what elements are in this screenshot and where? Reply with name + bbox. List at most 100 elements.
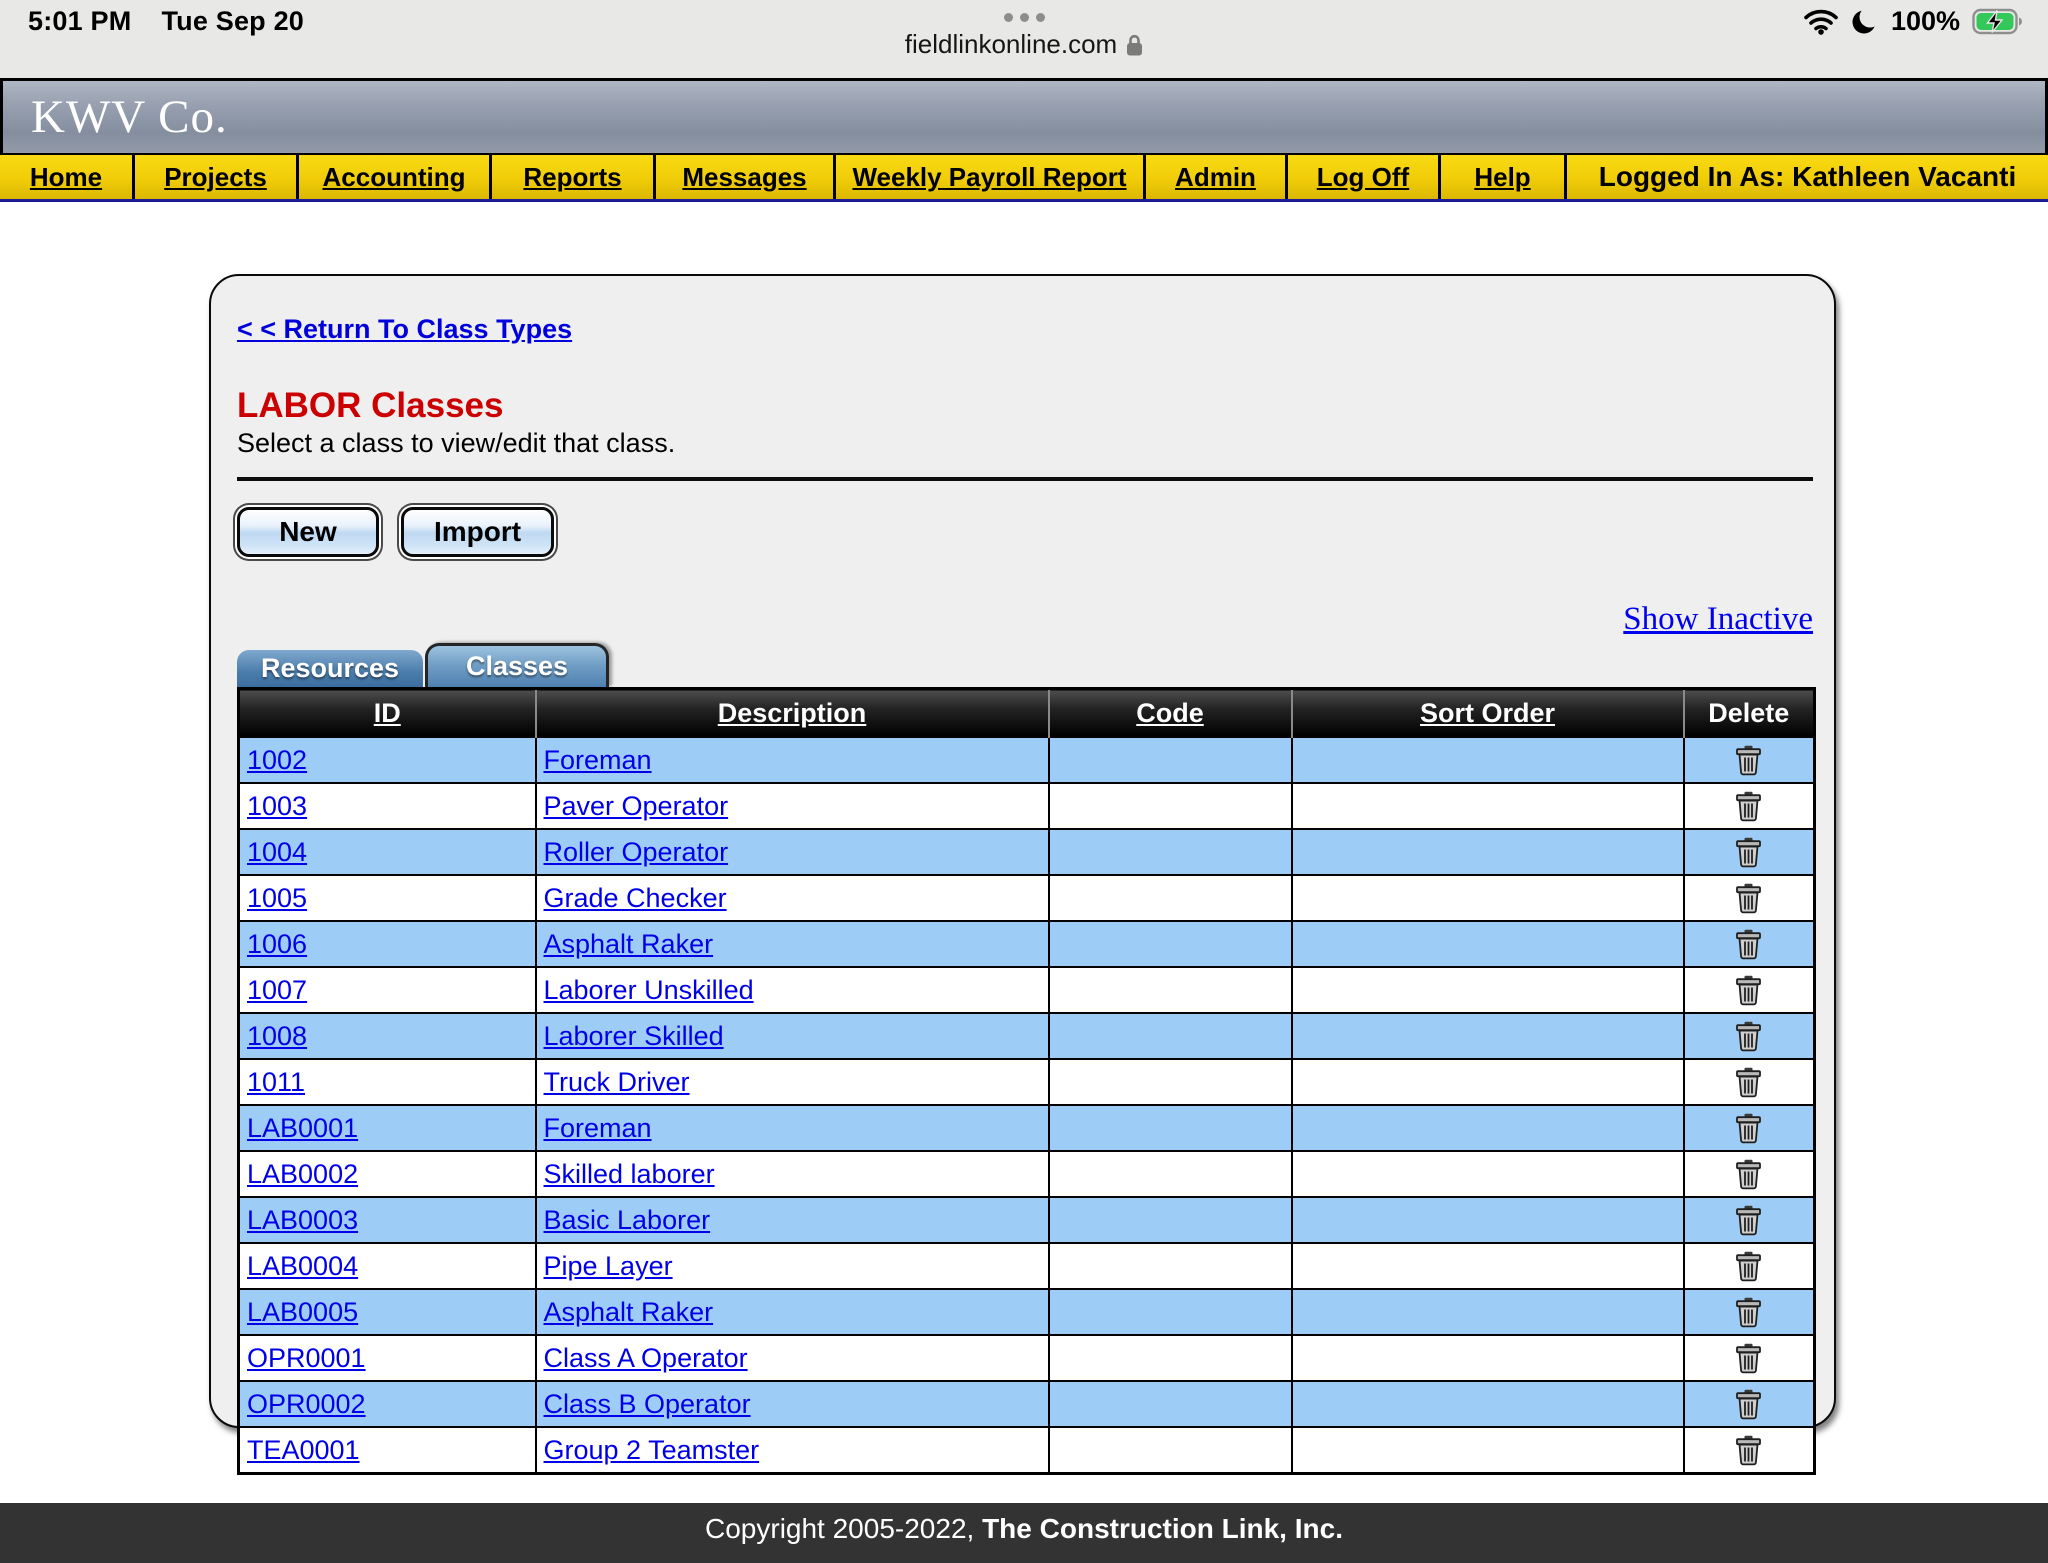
class-id-link[interactable]: LAB0002 [247, 1158, 359, 1189]
footer: Copyright 2005-2022, The Construction Li… [0, 1503, 2048, 1563]
import-button[interactable]: Import [401, 507, 555, 557]
logged-in-as: Logged In As: Kathleen Vacanti [1598, 161, 2017, 192]
trash-icon[interactable] [1735, 1343, 1762, 1374]
table-row: LAB0003 Basic Laborer [237, 1196, 1816, 1244]
trash-icon[interactable] [1735, 929, 1762, 960]
sort-order-cell [1290, 1196, 1685, 1244]
class-id-link[interactable]: TEA0001 [247, 1434, 360, 1465]
class-description-link[interactable]: Laborer Unskilled [543, 974, 754, 1005]
trash-icon[interactable] [1735, 1297, 1762, 1328]
tab-classes[interactable]: Classes [425, 643, 609, 687]
trash-icon[interactable] [1735, 1067, 1762, 1098]
class-description-link[interactable]: Paver Operator [543, 790, 729, 821]
trash-icon[interactable] [1735, 1113, 1762, 1144]
delete-cell [1682, 1012, 1816, 1060]
delete-cell [1682, 736, 1816, 784]
id-cell: 1006 [237, 920, 537, 968]
lock-icon [1126, 33, 1143, 57]
class-id-link[interactable]: 1004 [247, 836, 308, 867]
sort-order-cell [1290, 966, 1685, 1014]
class-id-link[interactable]: 1002 [247, 744, 308, 775]
company-name: KWV Co. [31, 91, 228, 143]
class-description-link[interactable]: Foreman [543, 744, 652, 775]
col-header-description[interactable]: Description [534, 688, 1049, 737]
class-description-link[interactable]: Grade Checker [543, 882, 727, 913]
code-cell [1047, 1104, 1293, 1152]
main-nav: Home Projects Accounting Reports Messages Wee… [0, 153, 2048, 204]
nav-item-accounting[interactable]: Accounting [299, 155, 492, 199]
divider [237, 477, 1813, 481]
class-id-link[interactable]: LAB0005 [247, 1296, 359, 1327]
class-description-link[interactable]: Class B Operator [543, 1388, 751, 1419]
nav-item-projects[interactable]: Projects [135, 155, 299, 199]
copyright-company: The Construction Link, Inc. [982, 1513, 1343, 1544]
new-button[interactable]: New [237, 507, 379, 557]
more-dots-icon[interactable] [0, 13, 2048, 22]
trash-icon[interactable] [1735, 1251, 1762, 1282]
class-description-link[interactable]: Asphalt Raker [543, 1296, 714, 1327]
class-description-link[interactable]: Roller Operator [543, 836, 729, 867]
class-description-link[interactable]: Asphalt Raker [543, 928, 714, 959]
id-cell: LAB0004 [237, 1242, 537, 1290]
nav-item-admin[interactable]: Admin [1146, 155, 1288, 199]
class-id-link[interactable]: 1007 [247, 974, 308, 1005]
delete-cell [1682, 1380, 1816, 1428]
class-description-link[interactable]: Basic Laborer [543, 1204, 711, 1235]
class-id-link[interactable]: 1011 [247, 1066, 306, 1097]
delete-cell [1682, 874, 1816, 922]
trash-icon[interactable] [1735, 1435, 1762, 1466]
nav-item-messages[interactable]: Messages [656, 155, 836, 199]
class-id-link[interactable]: LAB0003 [247, 1204, 359, 1235]
delete-cell [1682, 920, 1816, 968]
battery-percent: 100% [1890, 6, 1960, 36]
class-id-link[interactable]: LAB0004 [247, 1250, 359, 1281]
code-cell [1047, 874, 1293, 922]
code-cell [1047, 736, 1293, 784]
class-description-link[interactable]: Pipe Layer [543, 1250, 673, 1281]
class-description-link[interactable]: Foreman [543, 1112, 652, 1143]
class-description-link[interactable]: Skilled laborer [543, 1158, 715, 1189]
code-cell [1047, 1012, 1293, 1060]
trash-icon[interactable] [1735, 883, 1762, 914]
nav-item-log-off[interactable]: Log Off [1288, 155, 1441, 199]
show-inactive-link[interactable]: Show Inactive [1623, 601, 1813, 637]
trash-icon[interactable] [1735, 1205, 1762, 1236]
trash-icon[interactable] [1735, 745, 1762, 776]
delete-cell [1682, 1242, 1816, 1290]
nav-item-weekly-payroll-report[interactable]: Weekly Payroll Report [836, 155, 1146, 199]
class-id-link[interactable]: 1003 [247, 790, 308, 821]
class-id-link[interactable]: LAB0001 [247, 1112, 359, 1143]
class-id-link[interactable]: 1005 [247, 882, 308, 913]
nav-item-help[interactable]: Help [1441, 155, 1567, 199]
nav-item-home[interactable]: Home [0, 155, 135, 199]
trash-icon[interactable] [1735, 1389, 1762, 1420]
nav-item-reports[interactable]: Reports [492, 155, 656, 199]
class-id-link[interactable]: 1006 [247, 928, 308, 959]
clock: 5:01 PM [28, 6, 132, 36]
class-id-link[interactable]: 1008 [247, 1020, 308, 1051]
address-bar[interactable]: fieldlinkonline.com [0, 29, 2048, 60]
class-id-link[interactable]: OPR0002 [247, 1388, 366, 1419]
trash-icon[interactable] [1735, 1159, 1762, 1190]
return-to-class-types-link[interactable]: < < Return To Class Types [237, 314, 573, 344]
table-row: LAB0005 Asphalt Raker [237, 1288, 1816, 1336]
class-description-link[interactable]: Group 2 Teamster [543, 1434, 760, 1465]
class-description-link[interactable]: Truck Driver [543, 1066, 690, 1097]
class-description-link[interactable]: Class A Operator [543, 1342, 748, 1373]
class-description-link[interactable]: Laborer Skilled [543, 1020, 724, 1051]
delete-cell [1682, 782, 1816, 830]
col-header-sort-order[interactable]: Sort Order [1290, 688, 1684, 737]
table-row: 1011 Truck Driver [237, 1058, 1816, 1106]
sort-order-cell [1290, 736, 1685, 784]
col-header-id[interactable]: ID [238, 688, 536, 737]
trash-icon[interactable] [1735, 1021, 1762, 1052]
trash-icon[interactable] [1735, 791, 1762, 822]
tab-resources[interactable]: Resources [237, 650, 423, 687]
site-header-banner: KWV Co. [0, 78, 2048, 153]
sort-order-cell [1290, 1242, 1685, 1290]
trash-icon[interactable] [1735, 975, 1762, 1006]
col-header-code[interactable]: Code [1047, 688, 1292, 737]
class-id-link[interactable]: OPR0001 [247, 1342, 366, 1373]
trash-icon[interactable] [1735, 837, 1762, 868]
delete-cell [1682, 1196, 1816, 1244]
